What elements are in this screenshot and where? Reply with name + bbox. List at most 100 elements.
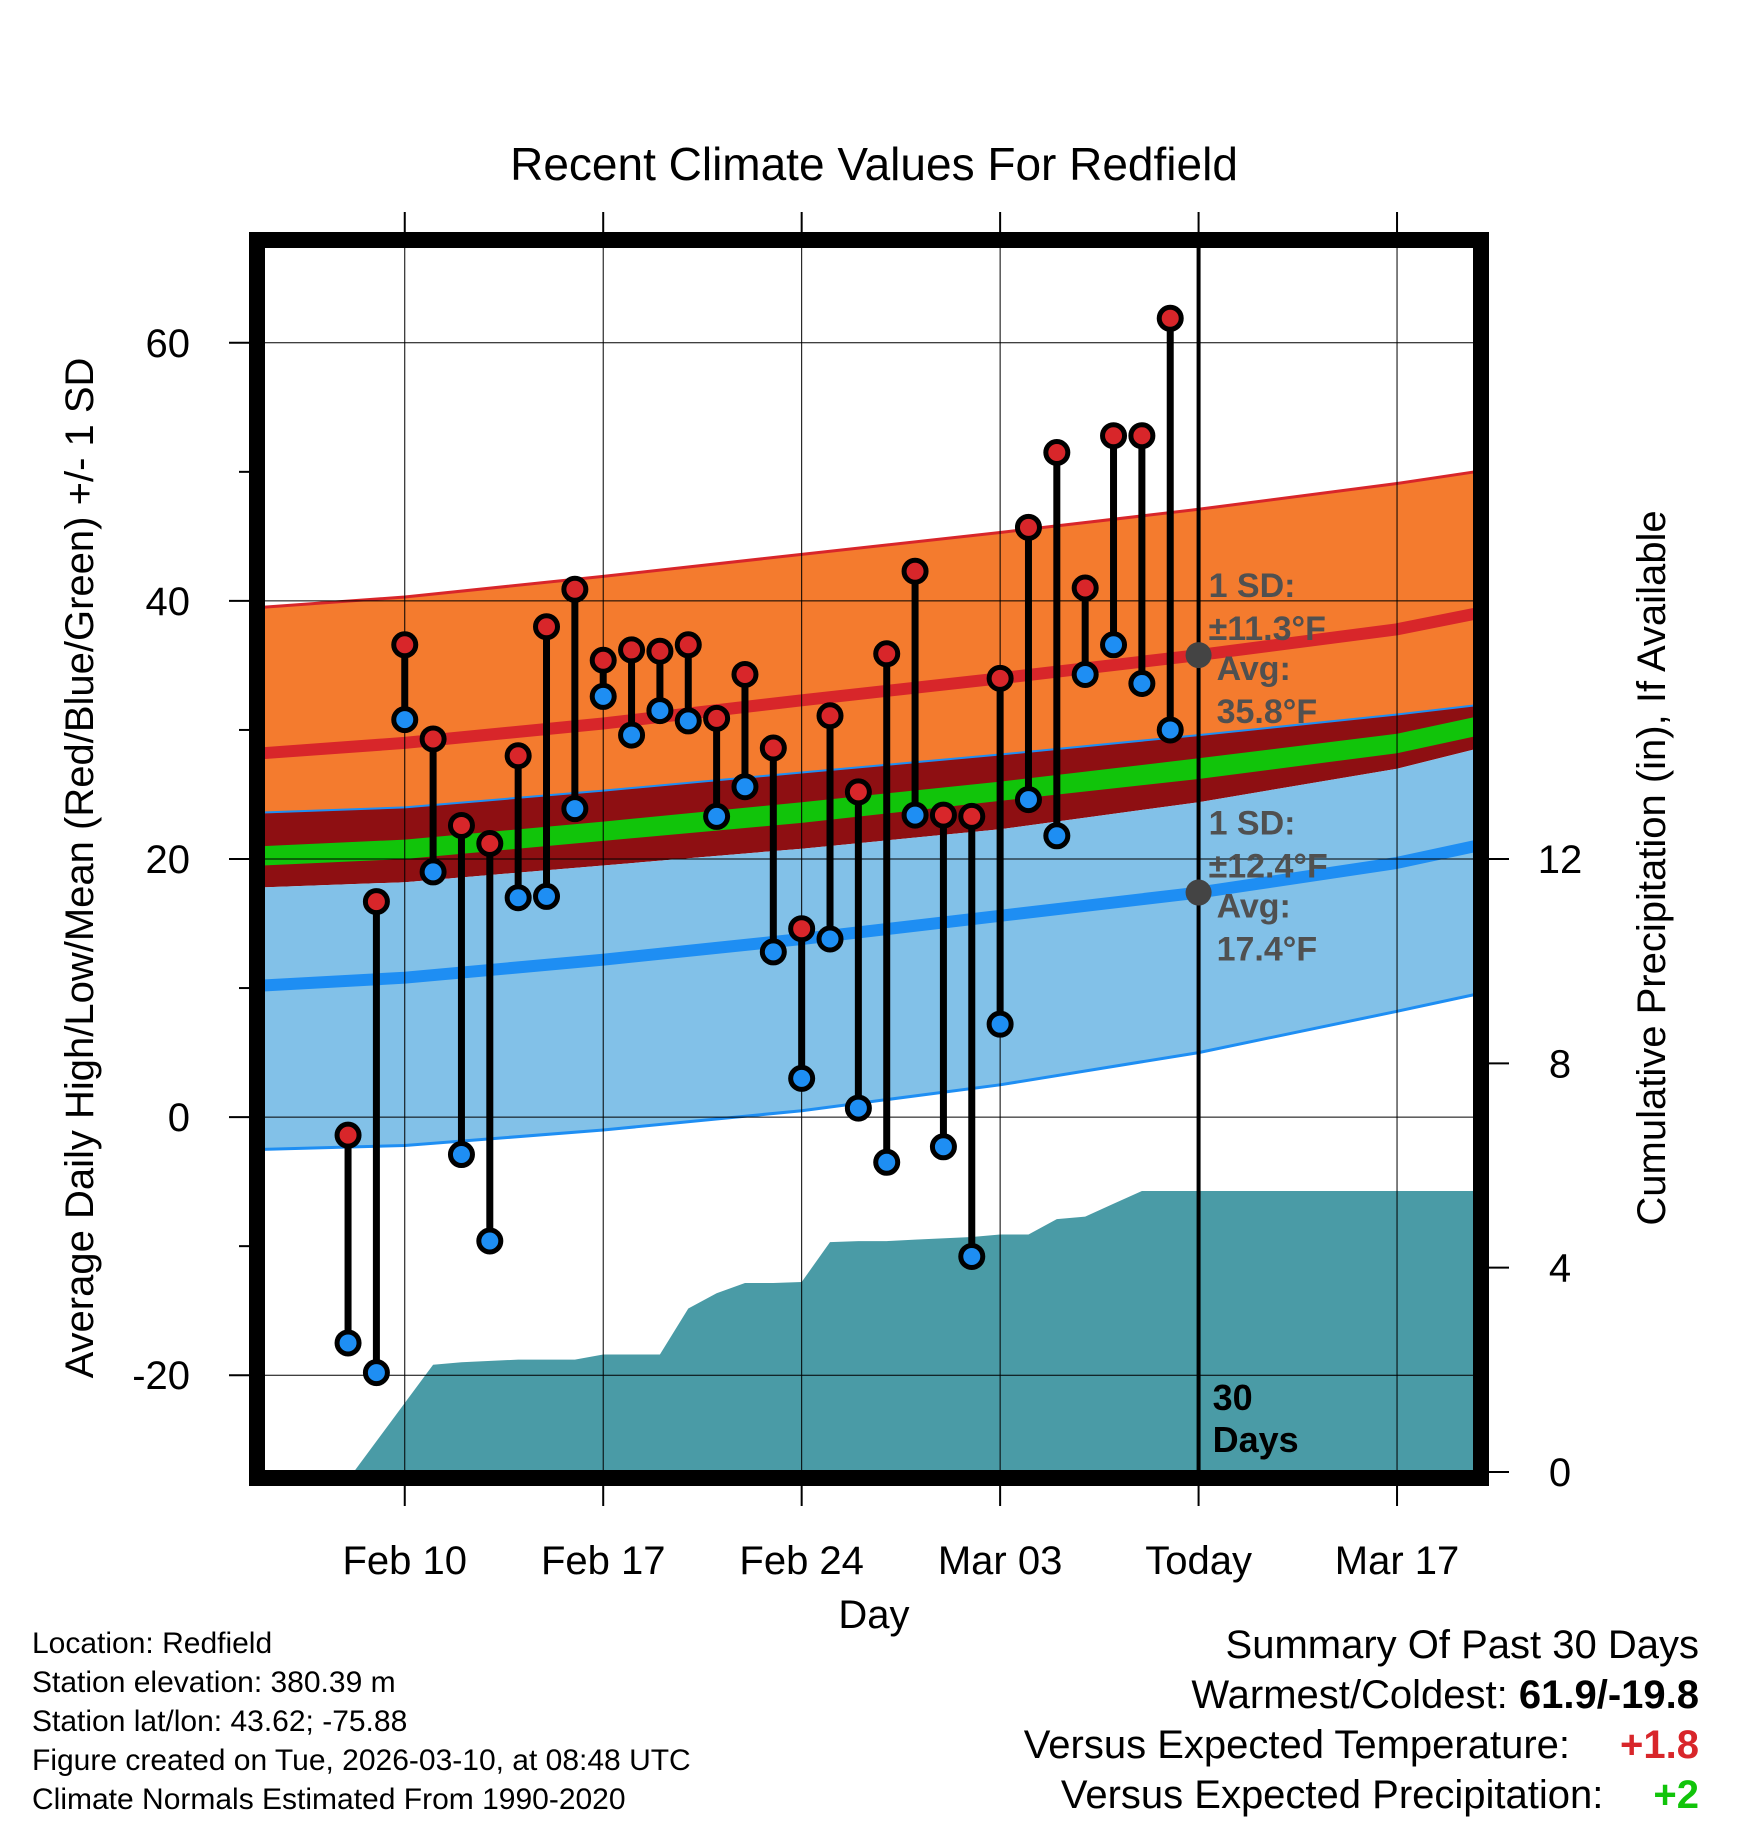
precip-row: Versus Expected Precipitation: +2 xyxy=(1024,1770,1699,1820)
low-sd-band xyxy=(263,749,1475,1150)
daily-low-marker xyxy=(589,682,617,710)
temp-row: Versus Expected Temperature: +1.8 xyxy=(1024,1720,1699,1770)
daily-low-marker xyxy=(618,721,646,749)
warm-cold-label: Warmest/Coldest: xyxy=(1191,1673,1508,1717)
low-sd-title: 1 SD: xyxy=(1209,805,1296,843)
daily-high-marker xyxy=(1043,438,1071,466)
daily-high-marker xyxy=(476,830,504,858)
daily-high-marker xyxy=(986,664,1014,692)
daily-high-marker xyxy=(844,778,872,806)
daily-low-marker xyxy=(929,1133,957,1161)
daily-low-marker xyxy=(1156,716,1184,744)
y-axis-right-label: Cumulative Precipitation (in), If Availa… xyxy=(1630,510,1674,1225)
daily-high-marker xyxy=(646,637,674,665)
daily-high-marker xyxy=(618,636,646,664)
daily-high-marker xyxy=(1100,422,1128,450)
temp-label: Versus Expected Temperature: xyxy=(1023,1723,1571,1767)
daily-high-marker xyxy=(504,742,532,770)
daily-low-marker xyxy=(646,697,674,725)
daily-high-marker xyxy=(901,557,929,585)
daily-high-marker xyxy=(759,734,787,762)
station-info: Location: Redfield Station elevation: 38… xyxy=(32,1624,691,1819)
plot-frame xyxy=(249,232,1489,1486)
daily-low-marker xyxy=(1014,786,1042,814)
daily-low-marker xyxy=(703,802,731,830)
daily-high-marker xyxy=(788,915,816,943)
grid-lines xyxy=(263,246,1475,1472)
daily-low-marker xyxy=(844,1094,872,1122)
daily-high-marker xyxy=(958,802,986,830)
daily-high-marker xyxy=(419,725,447,753)
daily-low-marker xyxy=(986,1010,1014,1038)
high-avg-dot xyxy=(1185,642,1212,669)
daily-low-marker xyxy=(334,1329,362,1357)
daily-low-marker xyxy=(391,706,419,734)
low-sd-range: ±12.4°F xyxy=(1209,848,1328,886)
axes: Feb 10 Feb 17 Feb 24 Mar 03 Today Mar 17 -20 0 2… xyxy=(132,212,1582,1583)
daily-high-marker xyxy=(929,801,957,829)
daily-low-marker xyxy=(419,858,447,886)
right-tick-label: 8 xyxy=(1549,1042,1571,1086)
daily-low-marker xyxy=(447,1141,475,1169)
chart-title: Recent Climate Values For Redfield xyxy=(510,138,1238,190)
right-tick-label: 12 xyxy=(1538,838,1583,882)
daily-high-marker xyxy=(1014,513,1042,541)
daily-low-marker xyxy=(1128,669,1156,697)
daily-low-marker xyxy=(958,1242,986,1270)
x-tick-label: Mar 17 xyxy=(1335,1539,1460,1583)
daily-high-marker xyxy=(362,888,390,916)
daily-high-marker xyxy=(703,704,731,732)
daily-low-marker xyxy=(504,884,532,912)
x-tick-label: Feb 24 xyxy=(739,1539,864,1583)
daily-low-marker xyxy=(476,1227,504,1255)
x-axis-label: Day xyxy=(838,1593,909,1637)
daily-low-marker xyxy=(816,925,844,953)
high-upper-line xyxy=(262,470,1476,609)
y-tick-label: 60 xyxy=(146,322,191,366)
daily-high-marker xyxy=(589,646,617,674)
summary-heading: Summary Of Past 30 Days xyxy=(1225,1623,1699,1667)
daily-high-marker xyxy=(447,811,475,839)
daily-high-marker xyxy=(873,640,901,668)
low-normal-line xyxy=(262,840,1477,992)
y-tick-label: 0 xyxy=(168,1096,190,1140)
elevation-text: Station elevation: 380.39 m xyxy=(32,1666,396,1699)
temp-value: +1.8 xyxy=(1620,1723,1699,1767)
daily-high-marker xyxy=(391,631,419,659)
created-text: Figure created on Tue, 2026-03-10, at 08… xyxy=(32,1744,691,1777)
high-avg-label: Avg: xyxy=(1217,650,1291,688)
daily-low-marker xyxy=(561,795,589,823)
low-lower-line xyxy=(262,993,1476,1151)
daily-low-marker xyxy=(873,1148,901,1176)
daily-high-marker xyxy=(1156,304,1184,332)
daily-high-marker xyxy=(816,702,844,730)
daily-low-marker xyxy=(731,773,759,801)
daily-low-marker xyxy=(1100,631,1128,659)
daily-high-marker xyxy=(731,660,759,688)
right-tick-label: 4 xyxy=(1549,1247,1571,1291)
summary-panel: Summary Of Past 30 Days Warmest/Coldest:… xyxy=(1024,1620,1699,1820)
daily-low-marker xyxy=(533,882,561,910)
high-sd-title: 1 SD: xyxy=(1209,567,1296,605)
x-tick-label: Mar 03 xyxy=(938,1539,1063,1583)
daily-low-marker xyxy=(362,1359,390,1387)
daily-high-marker xyxy=(674,631,702,659)
today-days-label: Days xyxy=(1213,1419,1299,1460)
precip-value: +2 xyxy=(1653,1773,1699,1817)
daily-low-marker xyxy=(1071,660,1099,688)
x-tick-label: Today xyxy=(1145,1539,1252,1583)
y-axis-label: Average Daily High/Low/Mean (Red/Blue/Gr… xyxy=(58,358,102,1379)
y-tick-label: -20 xyxy=(132,1354,190,1398)
location-text: Location: Redfield xyxy=(32,1627,273,1660)
x-tick-label: Feb 10 xyxy=(342,1539,467,1583)
normals-text: Climate Normals Estimated From 1990-2020 xyxy=(32,1783,626,1816)
y-tick-label: 20 xyxy=(146,838,191,882)
daily-low-marker xyxy=(788,1064,816,1092)
low-avg-value: 17.4°F xyxy=(1217,931,1318,969)
daily-low-marker xyxy=(901,801,929,829)
low-avg-dot xyxy=(1185,879,1212,906)
mean-normal-band xyxy=(263,717,1475,866)
daily-high-marker xyxy=(1128,422,1156,450)
right-tick-label: 0 xyxy=(1549,1451,1571,1495)
